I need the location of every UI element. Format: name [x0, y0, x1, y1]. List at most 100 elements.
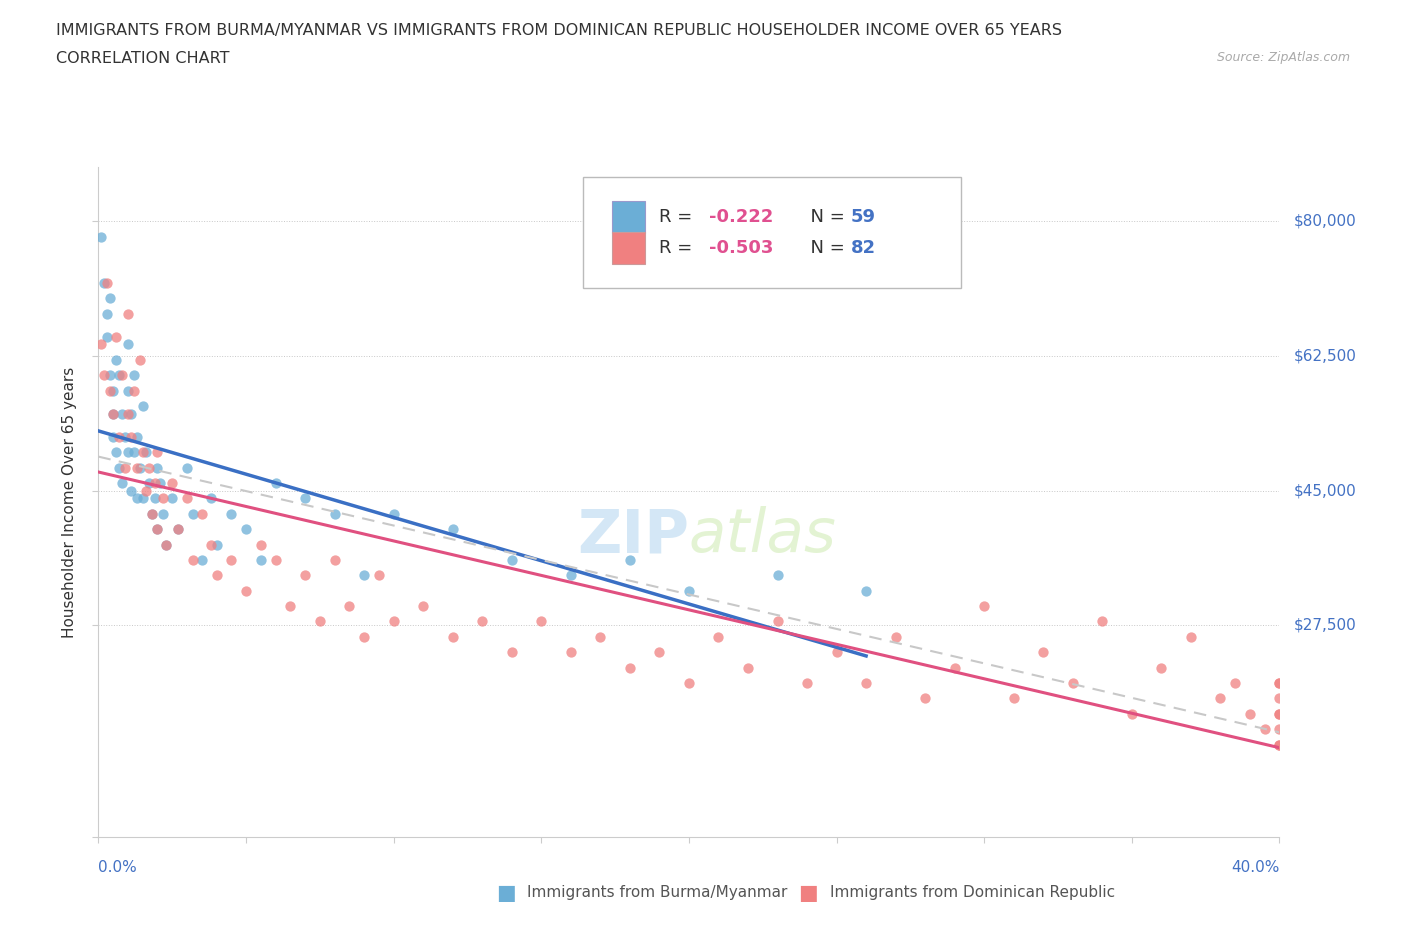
Point	[1209, 691, 1232, 706]
Point	[973, 599, 995, 614]
Point	[132, 399, 155, 414]
Point	[146, 460, 169, 475]
Point	[1121, 707, 1143, 722]
Point	[323, 552, 346, 567]
Text: $80,000: $80,000	[1294, 214, 1357, 229]
Point	[138, 475, 160, 490]
Point	[122, 383, 145, 398]
Point	[1150, 660, 1173, 675]
Point	[191, 506, 214, 521]
Point	[219, 506, 242, 521]
Point	[98, 291, 121, 306]
Point	[501, 552, 523, 567]
Point	[264, 475, 287, 490]
Point	[235, 522, 257, 537]
Point	[250, 538, 273, 552]
Point	[309, 614, 332, 629]
Point	[707, 630, 730, 644]
FancyBboxPatch shape	[612, 232, 645, 264]
Point	[117, 406, 139, 421]
Point	[155, 538, 177, 552]
Point	[176, 460, 198, 475]
Text: R =: R =	[659, 239, 699, 258]
Point	[855, 583, 877, 598]
Point	[1268, 707, 1291, 722]
Point	[1268, 737, 1291, 752]
Point	[1268, 675, 1291, 690]
Point	[471, 614, 494, 629]
Point	[167, 522, 190, 537]
Point	[191, 552, 214, 567]
Point	[125, 460, 148, 475]
Point	[96, 306, 118, 321]
Point	[205, 568, 228, 583]
Text: Immigrants from Burma/Myanmar: Immigrants from Burma/Myanmar	[527, 885, 787, 900]
Point	[122, 367, 145, 382]
Point	[111, 406, 134, 421]
Point	[619, 552, 641, 567]
Point	[90, 337, 112, 352]
Point	[766, 568, 789, 583]
Point	[128, 460, 150, 475]
Point	[128, 352, 150, 367]
Point	[855, 675, 877, 690]
Point	[90, 229, 112, 244]
Text: Immigrants from Dominican Republic: Immigrants from Dominican Republic	[830, 885, 1115, 900]
Point	[1180, 630, 1202, 644]
Point	[98, 367, 121, 382]
Text: R =: R =	[659, 208, 699, 226]
Point	[825, 644, 848, 659]
Point	[105, 445, 128, 459]
Point	[181, 506, 204, 521]
Point	[176, 491, 198, 506]
Point	[117, 445, 139, 459]
Point	[205, 538, 228, 552]
Point	[235, 583, 257, 598]
Point	[155, 538, 177, 552]
Text: 59: 59	[851, 208, 876, 226]
Y-axis label: Householder Income Over 65 years: Householder Income Over 65 years	[62, 366, 77, 638]
Text: ■: ■	[799, 883, 818, 903]
Point	[138, 460, 160, 475]
Text: N =: N =	[799, 208, 851, 226]
Text: 40.0%: 40.0%	[1232, 860, 1279, 875]
Point	[278, 599, 302, 614]
Point	[250, 552, 273, 567]
Point	[1062, 675, 1084, 690]
Text: -0.222: -0.222	[709, 208, 773, 226]
Point	[337, 599, 360, 614]
Point	[122, 445, 145, 459]
Point	[114, 460, 136, 475]
Point	[105, 329, 128, 344]
Text: 82: 82	[851, 239, 876, 258]
FancyBboxPatch shape	[582, 178, 960, 288]
Point	[141, 506, 163, 521]
Point	[382, 506, 405, 521]
Point	[93, 275, 115, 290]
Point	[737, 660, 759, 675]
Point	[200, 491, 222, 506]
Point	[530, 614, 553, 629]
Point	[162, 475, 183, 490]
Point	[146, 522, 169, 537]
Point	[103, 383, 125, 398]
Point	[105, 352, 128, 367]
Point	[560, 644, 582, 659]
Point	[108, 367, 131, 382]
Point	[441, 522, 464, 537]
Text: Source: ZipAtlas.com: Source: ZipAtlas.com	[1216, 51, 1350, 64]
Point	[114, 430, 136, 445]
Text: 0.0%: 0.0%	[98, 860, 138, 875]
Point	[264, 552, 287, 567]
Point	[884, 630, 907, 644]
Point	[1032, 644, 1054, 659]
Point	[103, 430, 125, 445]
Point	[117, 306, 139, 321]
Point	[132, 491, 155, 506]
Text: $45,000: $45,000	[1294, 484, 1357, 498]
Point	[1268, 707, 1291, 722]
Point	[648, 644, 671, 659]
Point	[181, 552, 204, 567]
Point	[412, 599, 434, 614]
Text: $62,500: $62,500	[1294, 349, 1357, 364]
